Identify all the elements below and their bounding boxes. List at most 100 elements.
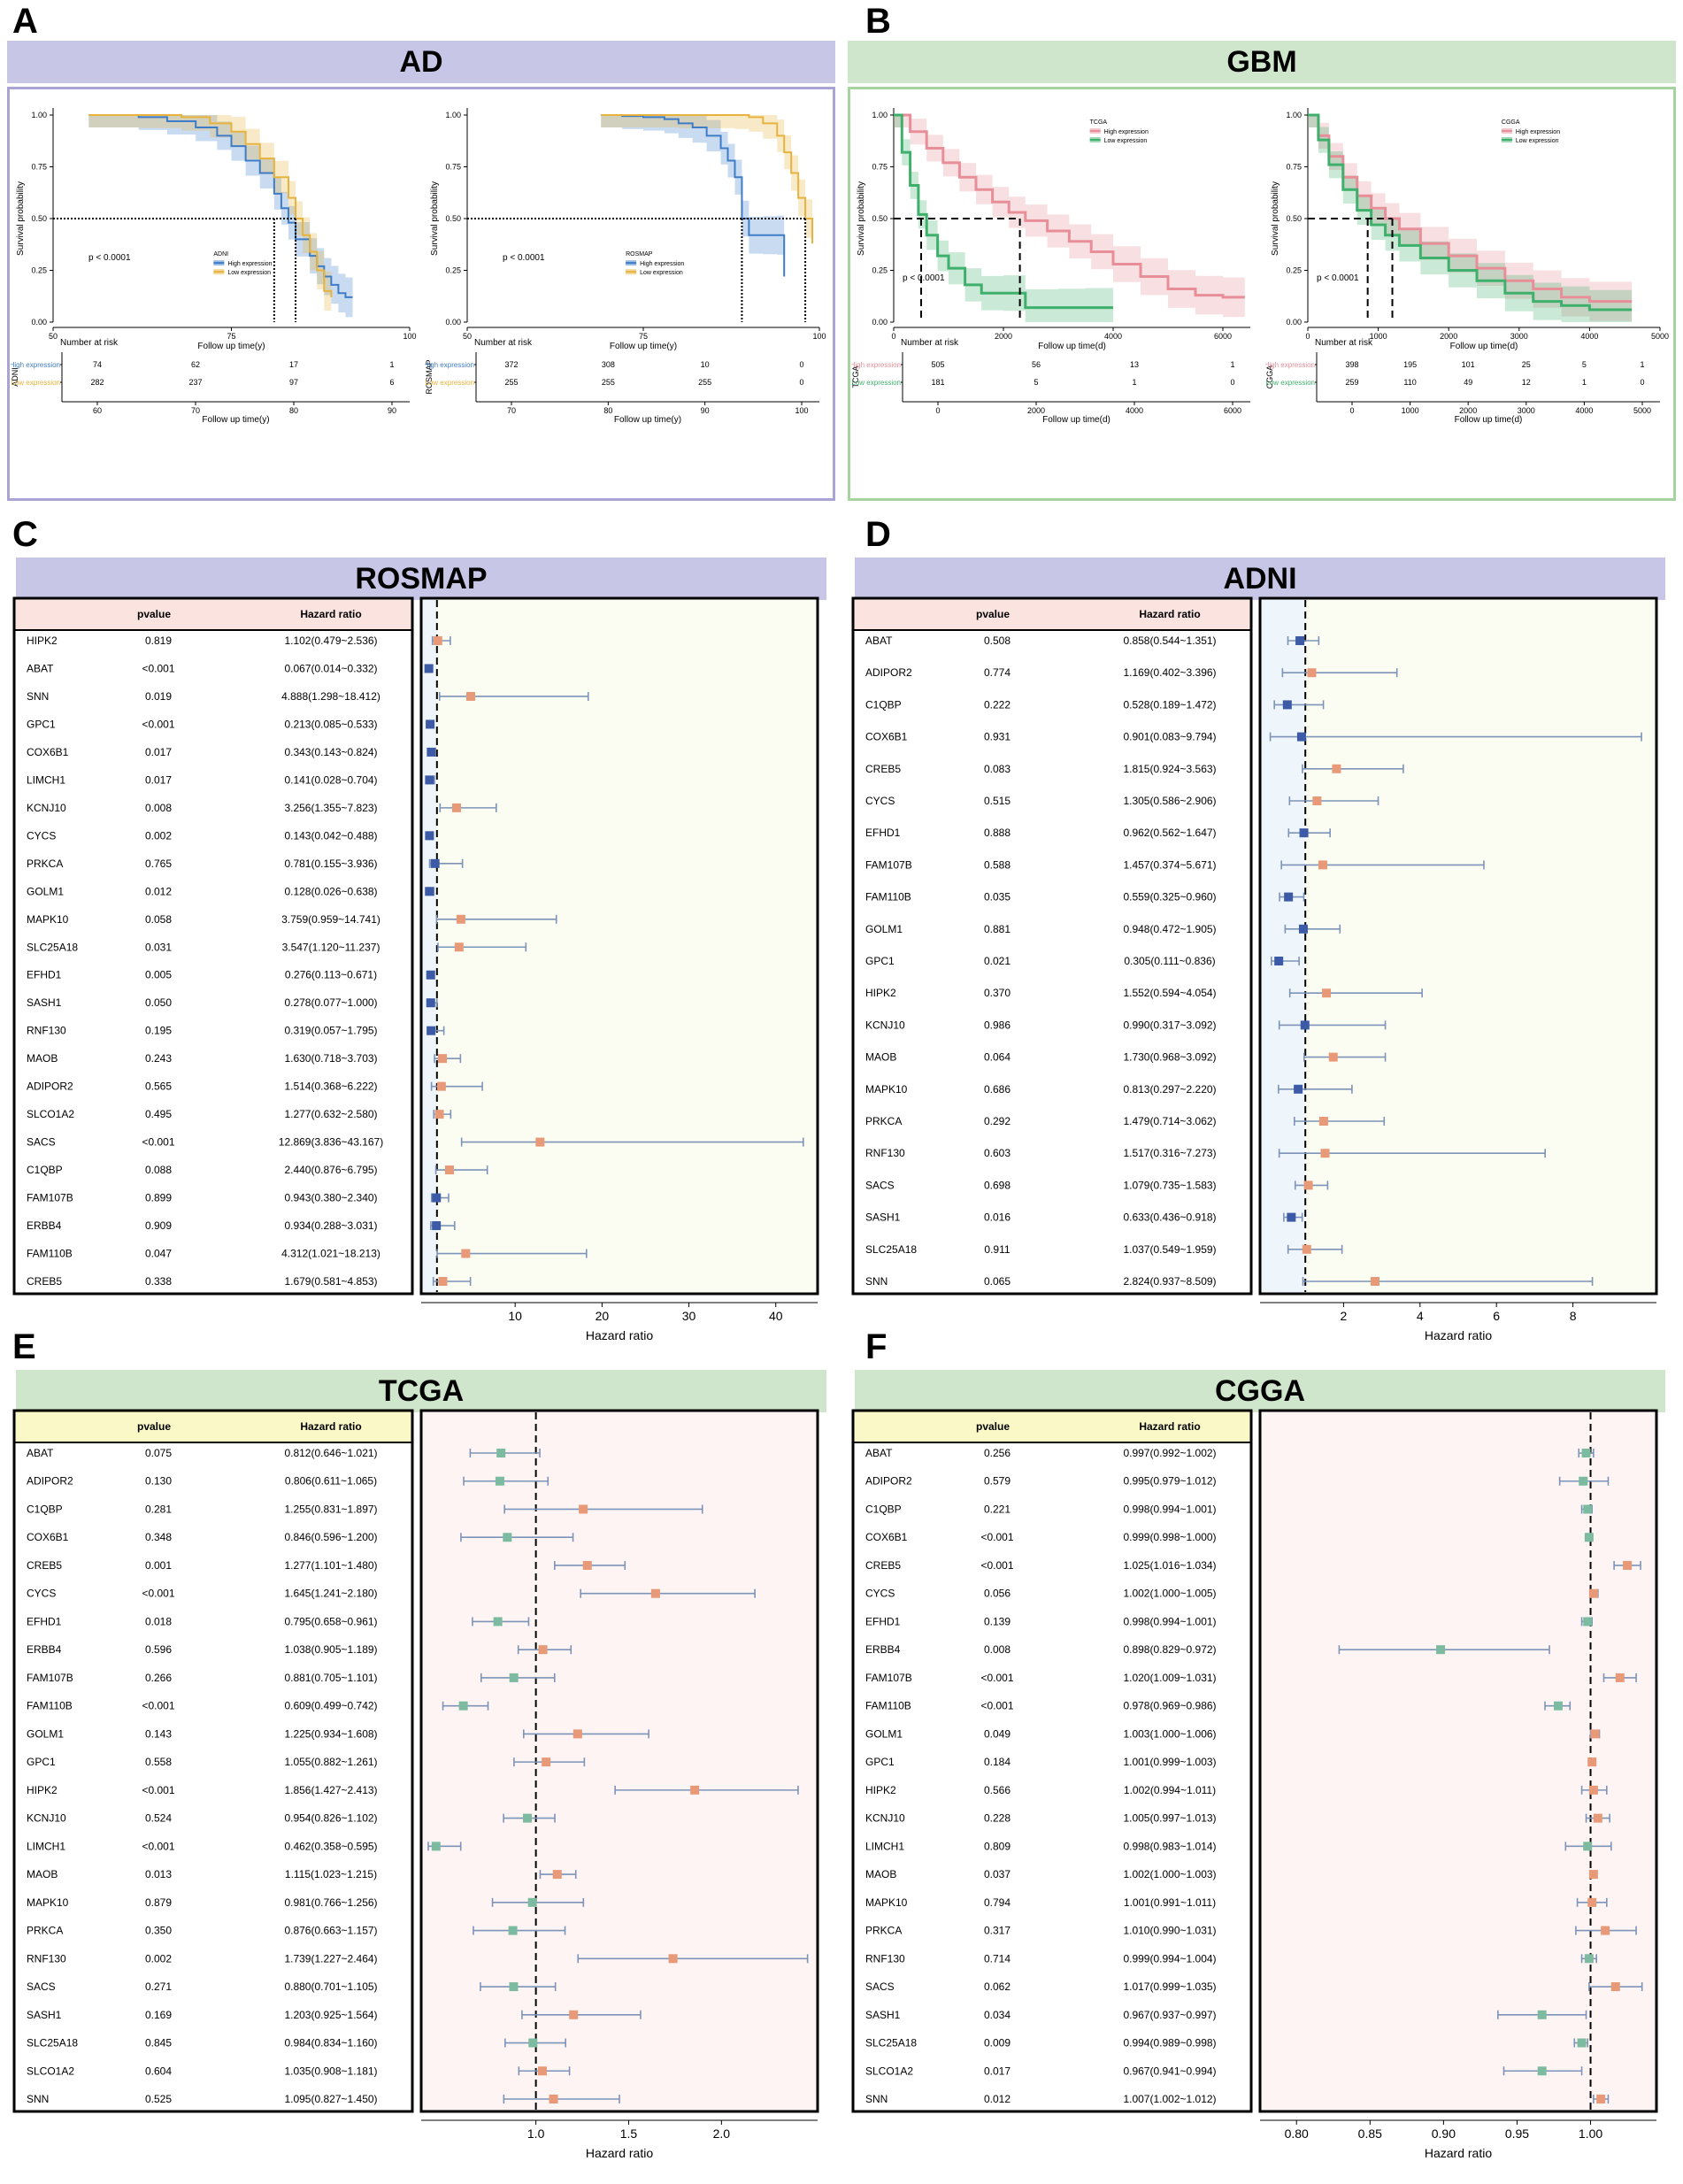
gene-name: CYCS (865, 1588, 895, 1600)
x-tick-label: 75 (639, 332, 648, 341)
column-header-hazard-ratio: Hazard ratio (300, 1420, 361, 1433)
hazard-ratio-text: 1.002(1.000~1.003) (1123, 1868, 1216, 1880)
hazard-ratio-point (1295, 636, 1305, 645)
hazard-ratio-point (425, 831, 434, 841)
x-tick-label: 100 (403, 332, 416, 341)
risk-count: 101 (1462, 360, 1475, 369)
forest-x-tick-label: 1.0 (527, 2126, 545, 2141)
risk-x-tick-label: 80 (603, 406, 612, 415)
hazard-ratio-text: 1.020(1.009~1.031) (1123, 1672, 1216, 1684)
hazard-ratio-point (436, 1081, 446, 1091)
x-tick-label: 2000 (1440, 332, 1457, 341)
risk-row-label: Low expression (851, 379, 901, 387)
hazard-ratio-point (1587, 1897, 1597, 1907)
hazard-ratio-text: 0.305(0.111~0.836) (1124, 955, 1215, 967)
hazard-ratio-point (1302, 1244, 1311, 1254)
risk-x-tick-label: 70 (507, 406, 516, 415)
gene-name: C1QBP (27, 1164, 63, 1176)
x-tick-label: 50 (49, 332, 58, 341)
hazard-ratio-point (538, 1645, 548, 1655)
gene-name: FAM107B (27, 1192, 73, 1204)
risk-strata-label: TCGA (851, 365, 860, 388)
hazard-ratio-point (1282, 700, 1292, 710)
risk-count: 5 (1582, 360, 1587, 369)
forest-plot-frame (1258, 596, 1658, 1296)
hazard-ratio-point (1588, 1870, 1598, 1880)
forest-x-tick-label: 8 (1570, 1309, 1577, 1323)
gene-name: LIMCH1 (27, 773, 65, 786)
p-value: 0.317 (984, 1925, 1011, 1937)
y-tick-label: 0.50 (1286, 214, 1302, 223)
legend-title: CGGA (1502, 119, 1520, 126)
gene-name: KCNJ10 (865, 1812, 905, 1825)
p-value: 0.001 (145, 1559, 172, 1572)
p-value: <0.001 (142, 1784, 174, 1796)
p-value: 0.819 (145, 634, 172, 647)
panel-label-f: F (865, 1327, 888, 1366)
gene-name: HIPK2 (865, 987, 896, 999)
p-value-label: p < 0.0001 (503, 253, 545, 263)
p-value: <0.001 (142, 1700, 174, 1712)
gene-name: SASH1 (865, 2009, 901, 2021)
forest-table-header (854, 1411, 1250, 1442)
x-tick-label: 2000 (995, 332, 1012, 341)
p-value: 0.931 (984, 731, 1011, 743)
hazard-ratio-text: 0.990(0.317~3.092) (1123, 1019, 1216, 1031)
km-plot-cgga: 0.000.250.500.751.000 1000 2000 3000 4000 500… (1265, 108, 1669, 425)
p-value: 0.256 (984, 1447, 1011, 1459)
risk-count: 110 (1403, 378, 1416, 387)
risk-table-title: Number at risk (474, 338, 533, 348)
forest-x-tick-label: 10 (508, 1309, 522, 1323)
gene-name: ABAT (27, 662, 54, 674)
hazard-ratio-point (1332, 764, 1341, 773)
p-value: 0.774 (984, 666, 1011, 679)
hazard-ratio-point (1615, 1673, 1625, 1682)
forest-plot-cgga: pvalue Hazard ratio ABAT 0.256 0.997(0.992~1… (851, 1409, 1658, 2160)
banner-rosmap: ROSMAP (16, 558, 826, 600)
forest-plot-tcga: pvalue Hazard ratio ABAT 0.075 0.812(0.646~1… (12, 1409, 819, 2160)
hazard-ratio-text: 0.278(0.077~1.000) (284, 996, 377, 1009)
hazard-ratio-point (1584, 1533, 1594, 1542)
p-value: 0.013 (145, 1868, 172, 1880)
forest-x-tick-label: 1.00 (1579, 2126, 1602, 2141)
p-value: <0.001 (980, 1531, 1013, 1543)
x-tick-label: 100 (812, 332, 826, 341)
hazard-ratio-point (503, 1533, 512, 1542)
hazard-ratio-text: 0.898(0.829~0.972) (1123, 1643, 1216, 1656)
column-header-pvalue: pvalue (976, 608, 1010, 620)
y-tick-label: 0.25 (445, 266, 461, 275)
hazard-ratio-text: 1.517(0.316~7.273) (1123, 1147, 1216, 1159)
risk-count: 1 (1132, 378, 1136, 387)
p-value: <0.001 (980, 1672, 1013, 1684)
hazard-ratio-text: 1.856(1.427~2.413) (284, 1784, 377, 1796)
forest-x-tick-label: 0.80 (1285, 2126, 1309, 2141)
hazard-ratio-point (430, 858, 440, 868)
gene-name: GOLM1 (865, 923, 903, 935)
risk-count: 282 (90, 378, 104, 387)
hazard-ratio-point (1370, 1277, 1379, 1286)
risk-row-label: High expression (851, 361, 901, 369)
gene-name: ABAT (27, 1447, 54, 1459)
gene-name: PRKCA (27, 1925, 63, 1937)
gene-name: GPC1 (27, 1756, 56, 1768)
gene-name: COX6B1 (27, 746, 69, 758)
p-value: 0.034 (984, 2009, 1011, 2021)
y-tick-label: 0.75 (1286, 163, 1302, 172)
p-value: 0.596 (145, 1643, 172, 1656)
gene-name: CREB5 (865, 1559, 901, 1572)
hazard-ratio-text: 0.948(0.472~1.905) (1123, 923, 1216, 935)
risk-x-tick-label: 3000 (1518, 406, 1535, 415)
y-tick-label: 0.25 (1286, 266, 1302, 275)
hazard-ratio-point (456, 914, 465, 924)
gene-name: SLC25A18 (865, 2037, 917, 2049)
p-value: 0.064 (984, 1051, 1011, 1064)
y-tick-label: 0.75 (445, 163, 461, 172)
risk-count: 0 (1640, 378, 1644, 387)
risk-count: 74 (93, 360, 102, 369)
hazard-ratio-point (427, 1026, 436, 1035)
forest-table-header (15, 1411, 411, 1442)
hazard-ratio-text: 1.115(1.023~1.215) (285, 1868, 377, 1880)
forest-x-tick-label: 0.95 (1505, 2126, 1529, 2141)
hazard-ratio-text: 1.630(0.718~3.703) (284, 1052, 377, 1065)
gene-name: FAM110B (27, 1700, 73, 1712)
